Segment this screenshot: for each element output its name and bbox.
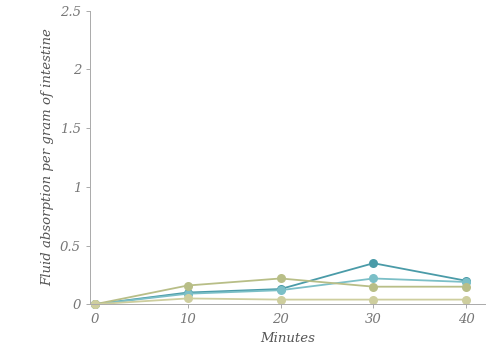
Y-axis label: Fluid absorption per gram of intestine: Fluid absorption per gram of intestine bbox=[42, 29, 54, 286]
X-axis label: Minutes: Minutes bbox=[260, 332, 315, 345]
